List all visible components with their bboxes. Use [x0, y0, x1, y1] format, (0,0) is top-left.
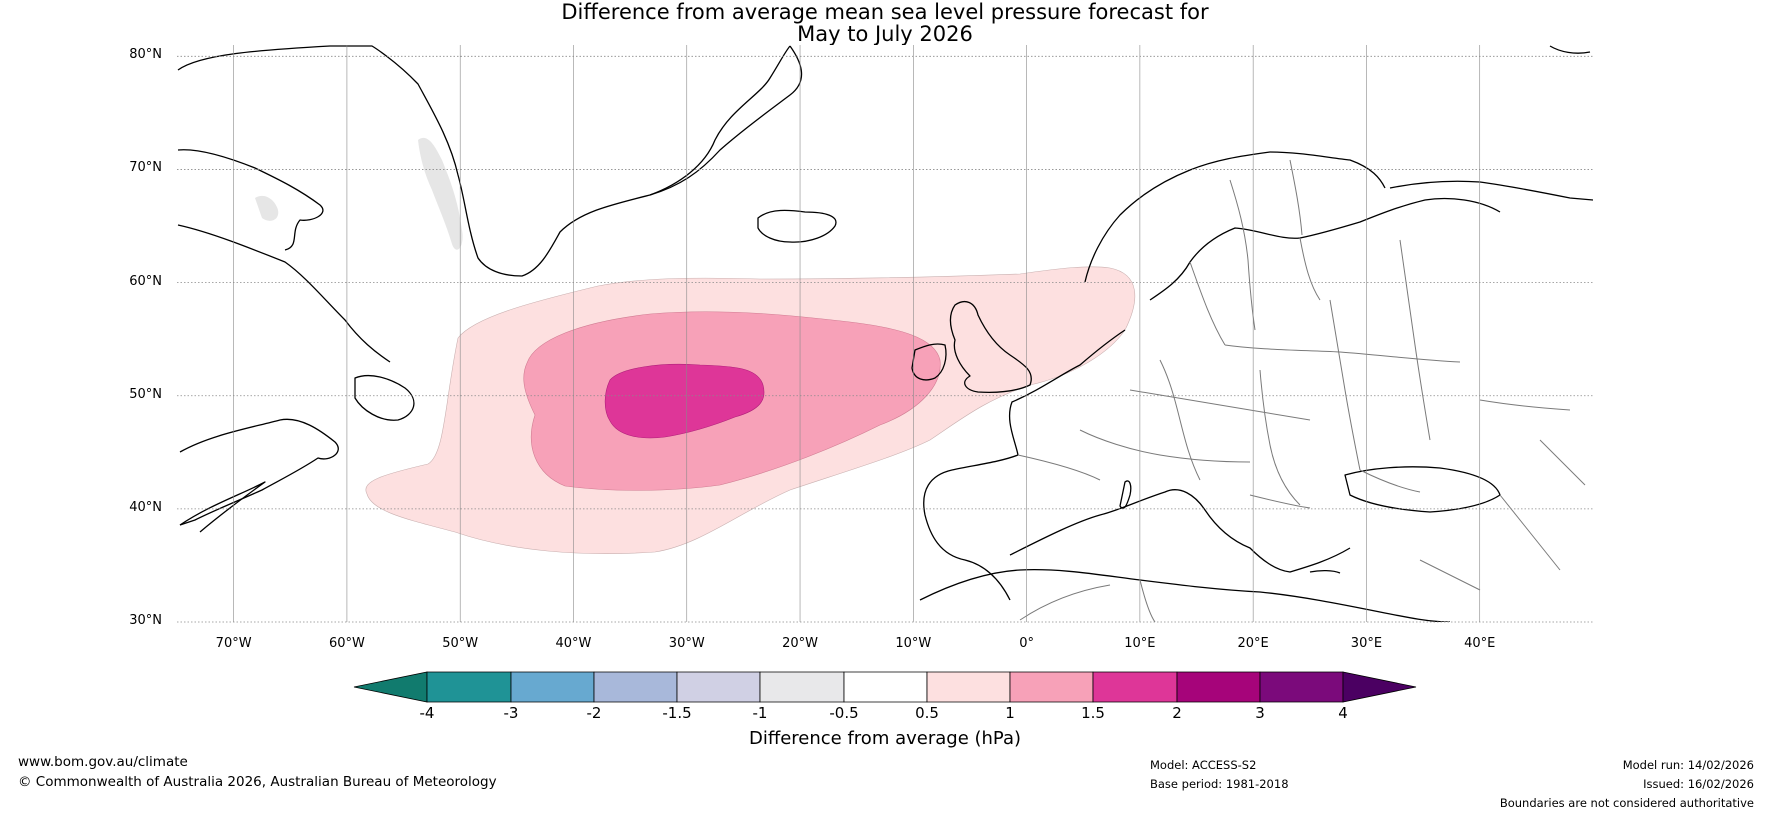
mediterranean-north-coast	[1009, 489, 1351, 573]
colorbar-segment	[843, 671, 928, 703]
colorbar-tick-label: 1	[1005, 704, 1015, 722]
north-africa-coast	[919, 569, 1451, 622]
colorbar-segment	[759, 671, 845, 703]
colorbar-segment	[1092, 671, 1178, 703]
lon-tick-label: 50°W	[442, 636, 479, 651]
colorbar-label: Difference from average (hPa)	[748, 728, 1022, 749]
lon-tick-label: 70°W	[215, 636, 252, 651]
map-title-line2: May to July 2026	[797, 22, 973, 46]
colorbar-tick-label: -4	[419, 704, 435, 722]
colorbar-segment	[676, 671, 761, 703]
canada-baffin-coast	[177, 149, 324, 251]
lon-tick-label: 40°E	[1464, 636, 1496, 651]
colorbar-tick-label: 3	[1255, 704, 1265, 722]
footer-disclaimer: Boundaries are not considered authoritat…	[1499, 796, 1754, 810]
iceland-coast	[757, 209, 837, 243]
colorbar-tick-label: -3	[503, 704, 519, 722]
colorbar-left-extension	[353, 671, 428, 703]
black-sea-coast	[1344, 466, 1501, 513]
ice-caps	[255, 137, 463, 250]
newfoundland-coast	[354, 374, 415, 421]
greenland-east-coast	[649, 45, 803, 196]
great-britain-coast	[949, 301, 1032, 393]
footer-base-period: Base period: 1981-2018	[1150, 777, 1289, 791]
lon-tick-label: 20°W	[782, 636, 818, 651]
map-title-line1: Difference from average mean sea level p…	[561, 0, 1209, 24]
colorbar-tick-label: 2	[1172, 704, 1182, 722]
corsica-sardinia-coast	[1119, 480, 1132, 509]
colorbar-segment	[1009, 671, 1094, 703]
lon-tick-label: 30°E	[1350, 636, 1383, 651]
lon-tick-label: 20°E	[1237, 636, 1269, 651]
footer-model: Model: ACCESS-S2	[1150, 758, 1257, 772]
greenland-coast	[177, 45, 791, 277]
lon-tick-label: 60°W	[328, 636, 365, 651]
lon-tick-label: 40°W	[555, 636, 592, 651]
colorbar-tick-label: -0.5	[829, 704, 859, 722]
colorbar-segment	[1176, 671, 1261, 703]
colorbar-right-extension	[1342, 671, 1417, 703]
russia-arctic-coast	[1389, 180, 1593, 201]
nova-scotia-coast	[179, 418, 339, 526]
footer-copyright: © Commonwealth of Australia 2026, Austra…	[18, 774, 497, 790]
lat-tick-label: 30°N	[129, 613, 162, 628]
svalbard-coast	[1549, 45, 1591, 54]
crete-coast	[1309, 569, 1341, 574]
colorbar-tick-label: -2	[586, 704, 602, 722]
colorbar-segment	[1259, 671, 1344, 703]
ireland-coast	[911, 343, 947, 381]
europe-west-coast	[923, 329, 1126, 601]
us-east-coast	[179, 481, 266, 533]
country-borders	[1017, 237, 1586, 622]
colorbar-tick-label: -1	[752, 704, 768, 722]
lat-tick-label: 70°N	[129, 160, 162, 176]
footer-website[interactable]: www.bom.gov.au/climate	[18, 754, 188, 770]
lon-tick-label: 0°	[1019, 636, 1034, 651]
lat-tick-label: 80°N	[129, 47, 162, 63]
lon-tick-label: 30°W	[668, 636, 705, 651]
colorbar-tick-label: 0.5	[915, 704, 939, 722]
scandinavia-east-coast	[1149, 197, 1501, 301]
colorbar-segment	[510, 671, 595, 703]
colorbar-tick-label: -1.5	[662, 704, 692, 722]
colorbar-segment	[593, 671, 678, 703]
colorbar-boxes	[353, 671, 1417, 703]
coastlines	[177, 45, 1593, 622]
lat-tick-label: 50°N	[129, 386, 162, 402]
labrador-coast	[177, 224, 391, 363]
footer-model-run: Model run: 14/02/2026	[1622, 758, 1754, 772]
colorbar-segment	[926, 671, 1011, 703]
lat-tick-label: 60°N	[129, 273, 162, 289]
colorbar-segment	[426, 671, 512, 703]
lon-tick-label: 10°E	[1124, 636, 1156, 651]
footer-issued: Issued: 16/02/2026	[1643, 777, 1754, 791]
graticule	[177, 45, 1593, 623]
anomaly-region-1p5-to-2	[604, 363, 765, 439]
colorbar-tick-label: 1.5	[1081, 704, 1105, 722]
lon-tick-label: 10°W	[895, 636, 932, 651]
norway-coast	[1084, 151, 1386, 283]
colorbar-tick-label: 4	[1338, 704, 1348, 722]
lat-tick-label: 40°N	[129, 499, 162, 515]
